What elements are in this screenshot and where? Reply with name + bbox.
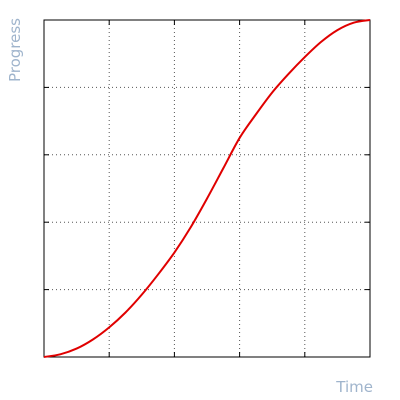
grid-layer (44, 20, 370, 357)
tick-layer (43, 19, 371, 358)
x-axis-label: Time (335, 378, 373, 396)
series-line (43, 19, 371, 358)
y-axis-label: Progress (6, 18, 24, 82)
plot-frame (43, 19, 371, 358)
